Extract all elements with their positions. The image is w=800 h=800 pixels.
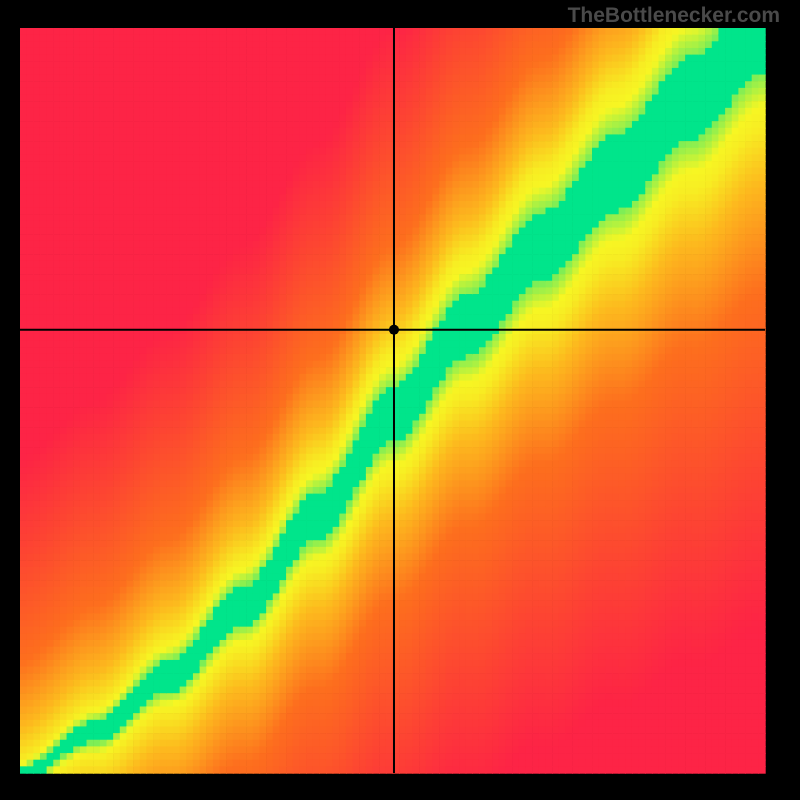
- chart-container: TheBottlenecker.com: [0, 0, 800, 800]
- watermark-text: TheBottlenecker.com: [568, 4, 780, 28]
- heatmap-canvas: [0, 0, 800, 800]
